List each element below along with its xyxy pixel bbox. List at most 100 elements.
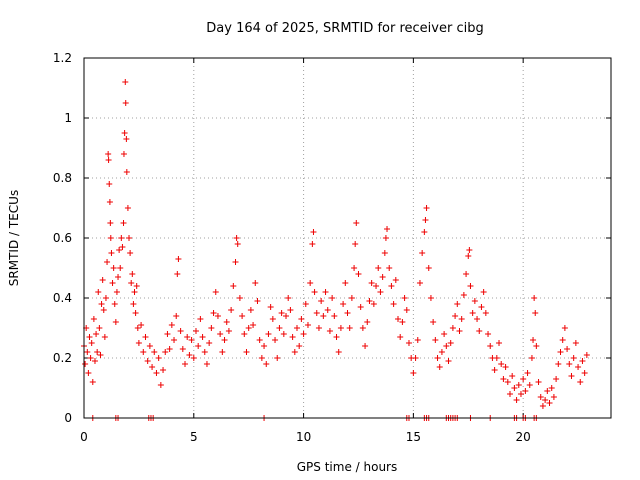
axis-ticks	[83, 57, 611, 419]
data-point	[285, 295, 292, 301]
data-point	[515, 382, 522, 388]
data-point	[219, 349, 226, 355]
data-point	[230, 283, 237, 289]
data-point	[399, 319, 406, 325]
data-point	[309, 241, 316, 247]
data-point	[421, 229, 428, 235]
data-point	[179, 346, 186, 352]
data-point	[410, 370, 417, 376]
data-point	[88, 340, 95, 346]
data-point	[120, 220, 127, 226]
data-point	[112, 319, 119, 325]
data-point	[362, 343, 369, 349]
data-point	[544, 388, 551, 394]
data-point	[258, 355, 265, 361]
data-point	[357, 304, 364, 310]
data-point	[397, 334, 404, 340]
data-point	[324, 307, 331, 313]
data-point	[247, 307, 254, 313]
data-point	[511, 385, 518, 391]
data-point	[177, 328, 184, 334]
data-point	[531, 295, 538, 301]
data-point	[366, 298, 373, 304]
data-point	[392, 277, 399, 283]
data-point	[95, 289, 102, 295]
data-point	[142, 334, 149, 340]
data-point	[111, 301, 118, 307]
data-point	[192, 328, 199, 334]
data-point	[86, 334, 93, 340]
data-point	[149, 364, 156, 370]
y-tick-label: 0.2	[53, 351, 72, 365]
data-point	[333, 334, 340, 340]
data-point	[326, 328, 333, 334]
y-axis-label: SRMTID / TECUs	[7, 190, 21, 286]
data-point	[386, 265, 393, 271]
data-point	[206, 340, 213, 346]
data-point	[454, 301, 461, 307]
data-point	[109, 280, 116, 286]
data-point	[476, 328, 483, 334]
data-point	[331, 313, 338, 319]
data-point	[269, 316, 276, 322]
data-points	[81, 79, 590, 421]
data-point	[118, 235, 125, 241]
data-point	[173, 313, 180, 319]
data-point	[157, 382, 164, 388]
data-point	[106, 181, 113, 187]
data-point	[93, 331, 100, 337]
data-point	[122, 79, 129, 85]
data-point	[346, 325, 353, 331]
data-point	[256, 337, 263, 343]
data-point	[466, 247, 473, 253]
data-point	[557, 349, 564, 355]
data-point	[539, 403, 546, 409]
data-point	[108, 250, 115, 256]
data-point	[199, 334, 206, 340]
data-point	[107, 220, 114, 226]
data-point	[340, 301, 347, 307]
data-point	[390, 301, 397, 307]
data-point	[535, 379, 542, 385]
data-point	[138, 322, 145, 328]
data-point	[120, 151, 127, 157]
y-tick-label: 1	[64, 111, 72, 125]
data-point	[474, 316, 481, 322]
data-point	[233, 235, 240, 241]
data-point	[384, 226, 391, 232]
data-point	[117, 265, 124, 271]
data-point	[307, 280, 314, 286]
data-point	[302, 301, 309, 307]
data-point	[504, 379, 511, 385]
data-point	[153, 370, 160, 376]
data-point	[375, 265, 382, 271]
x-tick-label: 15	[406, 430, 421, 444]
data-point	[436, 364, 443, 370]
data-point	[513, 397, 520, 403]
data-point	[97, 352, 104, 358]
data-point	[315, 325, 322, 331]
data-point	[509, 373, 516, 379]
data-point	[364, 319, 371, 325]
data-point	[430, 319, 437, 325]
data-point	[443, 343, 450, 349]
chart-title: Day 164 of 2025, SRMTID for receiver cib…	[206, 21, 483, 36]
data-point	[82, 361, 89, 367]
data-point	[121, 130, 128, 136]
data-point	[90, 316, 97, 322]
data-point	[283, 313, 290, 319]
data-point	[342, 280, 349, 286]
data-point	[524, 370, 531, 376]
x-tick-label: 10	[296, 430, 311, 444]
data-point	[445, 358, 452, 364]
data-point	[528, 355, 535, 361]
data-point	[115, 274, 122, 280]
data-point	[568, 373, 575, 379]
data-point	[197, 316, 204, 322]
data-point	[123, 169, 130, 175]
data-point	[403, 307, 410, 313]
data-point	[419, 250, 426, 256]
data-point	[184, 334, 191, 340]
data-point	[414, 337, 421, 343]
x-tick-labels: 0 5 10 15 20	[80, 430, 531, 444]
